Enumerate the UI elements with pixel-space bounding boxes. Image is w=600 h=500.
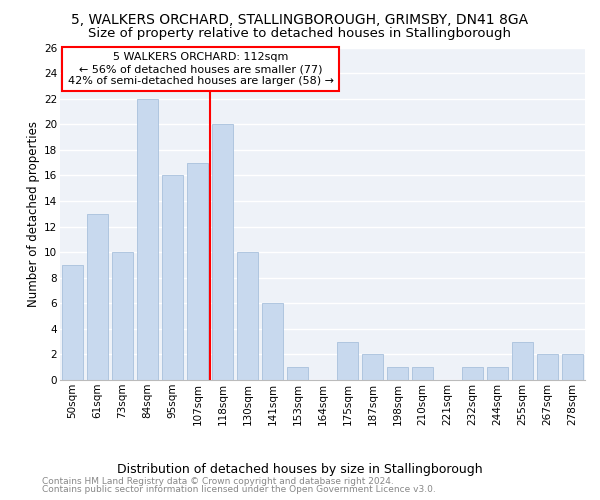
Bar — [162, 176, 183, 380]
Text: Contains public sector information licensed under the Open Government Licence v3: Contains public sector information licen… — [42, 485, 436, 494]
Bar — [287, 367, 308, 380]
Bar — [262, 304, 283, 380]
Bar — [487, 367, 508, 380]
Bar — [562, 354, 583, 380]
Text: Contains HM Land Registry data © Crown copyright and database right 2024.: Contains HM Land Registry data © Crown c… — [42, 477, 394, 486]
Bar — [512, 342, 533, 380]
Bar — [62, 265, 83, 380]
Bar — [212, 124, 233, 380]
Text: 5 WALKERS ORCHARD: 112sqm
← 56% of detached houses are smaller (77)
42% of semi-: 5 WALKERS ORCHARD: 112sqm ← 56% of detac… — [68, 52, 334, 86]
Bar — [462, 367, 483, 380]
Bar — [87, 214, 108, 380]
Bar — [387, 367, 408, 380]
Y-axis label: Number of detached properties: Number of detached properties — [27, 120, 40, 306]
Text: Distribution of detached houses by size in Stallingborough: Distribution of detached houses by size … — [117, 462, 483, 475]
Bar — [187, 162, 208, 380]
Bar — [137, 98, 158, 380]
Bar — [537, 354, 558, 380]
Bar — [237, 252, 258, 380]
Bar — [337, 342, 358, 380]
Bar — [112, 252, 133, 380]
Text: Size of property relative to detached houses in Stallingborough: Size of property relative to detached ho… — [89, 28, 511, 40]
Bar — [362, 354, 383, 380]
Bar — [412, 367, 433, 380]
Text: 5, WALKERS ORCHARD, STALLINGBOROUGH, GRIMSBY, DN41 8GA: 5, WALKERS ORCHARD, STALLINGBOROUGH, GRI… — [71, 12, 529, 26]
